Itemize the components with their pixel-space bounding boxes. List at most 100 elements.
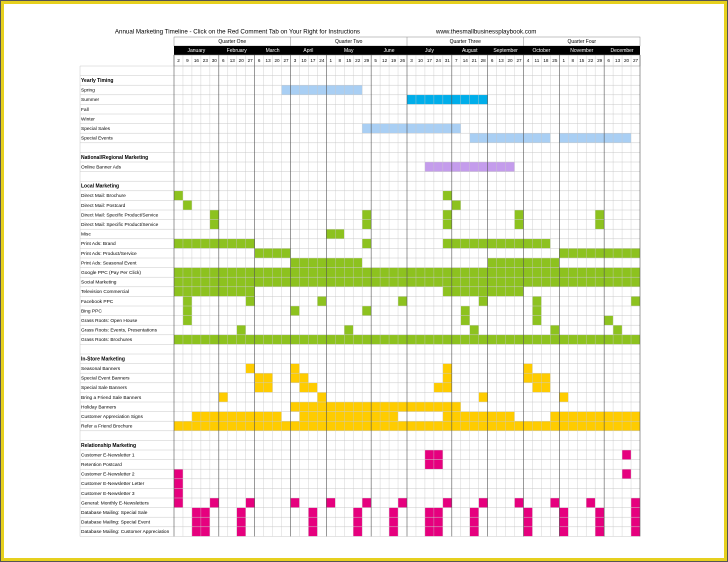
day-label: 6 (607, 58, 610, 63)
schedule-fill (523, 526, 533, 537)
row-label: Print Ads: Product/Service (81, 251, 137, 257)
row-label: Retention Postcard (81, 462, 122, 468)
row-label: Direct Mail: Postcard (81, 203, 126, 209)
row-label: Special Sales (81, 126, 111, 132)
row-label: Customer E-Newsletter Letter (81, 481, 145, 487)
schedule-fill (514, 210, 524, 220)
day-label: 8 (572, 58, 575, 63)
day-label: 21 (472, 58, 478, 63)
row-label: Customer E-Newsletter 2 (81, 472, 135, 478)
schedule-fill (478, 498, 488, 508)
day-label: 4 (527, 58, 530, 63)
schedule-fill (595, 517, 605, 527)
schedule-fill (631, 498, 640, 508)
schedule-fill (389, 507, 399, 518)
schedule-fill (451, 200, 461, 210)
schedule-fill (353, 526, 363, 537)
row-label: Seasonal Banners (81, 366, 121, 372)
schedule-fill (182, 306, 192, 316)
schedule-fill (362, 123, 461, 134)
row-label: Social Marketing (81, 280, 117, 286)
day-label: 6 (222, 58, 225, 63)
row-label: Customer Appreciation Signs (81, 414, 143, 420)
schedule-fill (595, 219, 605, 230)
schedule-fill (595, 210, 605, 220)
quarter-label: Quarter Two (335, 39, 363, 45)
day-label: 6 (491, 58, 494, 63)
day-label: 24 (319, 58, 325, 63)
schedule-fill (631, 507, 640, 518)
schedule-fill (290, 402, 461, 412)
schedule-fill (586, 498, 596, 508)
schedule-fill (362, 498, 372, 508)
row-label: Misc (81, 232, 91, 238)
row-label: Customer E-Newsletter 3 (81, 491, 135, 497)
schedule-fill (478, 392, 488, 402)
schedule-fill (442, 498, 452, 508)
day-label: 24 (436, 58, 442, 63)
day-label: 28 (481, 58, 487, 63)
schedule-fill (362, 238, 372, 249)
day-label: 13 (266, 58, 272, 63)
day-label: 22 (355, 58, 361, 63)
schedule-fill (550, 498, 560, 508)
schedule-fill (622, 450, 632, 460)
schedule-fill (209, 219, 219, 230)
row-label: Online Banner Ads (81, 164, 122, 170)
month-label: November (570, 48, 593, 54)
day-label: 26 (400, 58, 406, 63)
schedule-fill (514, 498, 524, 508)
day-label: 31 (445, 58, 451, 63)
schedule-fill (174, 190, 183, 201)
schedule-fill (442, 286, 524, 297)
row-label: Google PPC (Pay Per Click) (81, 270, 141, 276)
schedule-fill (362, 210, 372, 220)
row-label: Direct Mail: Specific Product/Service (81, 212, 159, 218)
row-label: Customer E-Newsletter 1 (81, 452, 135, 458)
schedule-fill (478, 296, 488, 306)
row-label: Print Ads: Seasonal Event (81, 260, 137, 266)
schedule-fill (174, 469, 183, 479)
day-label: 3 (410, 58, 413, 63)
quarter-label: Quarter Three (450, 39, 482, 45)
schedule-fill (622, 469, 632, 479)
day-label: 19 (391, 58, 397, 63)
day-label: 3 (294, 58, 297, 63)
schedule-fill (317, 392, 327, 402)
schedule-fill (182, 200, 192, 210)
schedule-fill (174, 478, 183, 489)
section-title: National/Regional Marketing (81, 155, 148, 161)
schedule-fill (559, 517, 569, 527)
schedule-fill (460, 315, 470, 326)
day-label: 20 (507, 58, 513, 63)
day-label: 13 (499, 58, 505, 63)
day-label: 1 (330, 58, 333, 63)
section-title: Local Marketing (81, 184, 119, 190)
schedule-fill (308, 507, 318, 518)
schedule-fill (290, 306, 300, 316)
schedule-fill (281, 85, 363, 95)
schedule-fill (631, 517, 640, 527)
schedule-fill (523, 373, 551, 383)
section-title: Yearly Timing (81, 78, 113, 84)
schedule-fill (442, 219, 452, 230)
schedule-fill (469, 526, 479, 537)
day-label: 13 (615, 58, 621, 63)
day-label: 30 (212, 58, 218, 63)
row-label: Special Sale Banners (81, 385, 127, 391)
schedule-fill (442, 210, 452, 220)
month-label: December (611, 48, 634, 54)
schedule-fill (308, 526, 318, 537)
month-label: March (266, 48, 280, 54)
row-label: Bring a Friend Sale Banners (81, 395, 142, 401)
day-label: 20 (239, 58, 245, 63)
day-label: 2 (177, 58, 180, 63)
day-label: 13 (230, 58, 236, 63)
schedule-fill (174, 488, 183, 498)
month-label: July (425, 48, 434, 54)
day-label: 11 (535, 58, 540, 63)
day-label: 25 (552, 58, 558, 63)
row-label: Spring (81, 88, 95, 94)
section-title: In-Store Marketing (81, 356, 125, 362)
